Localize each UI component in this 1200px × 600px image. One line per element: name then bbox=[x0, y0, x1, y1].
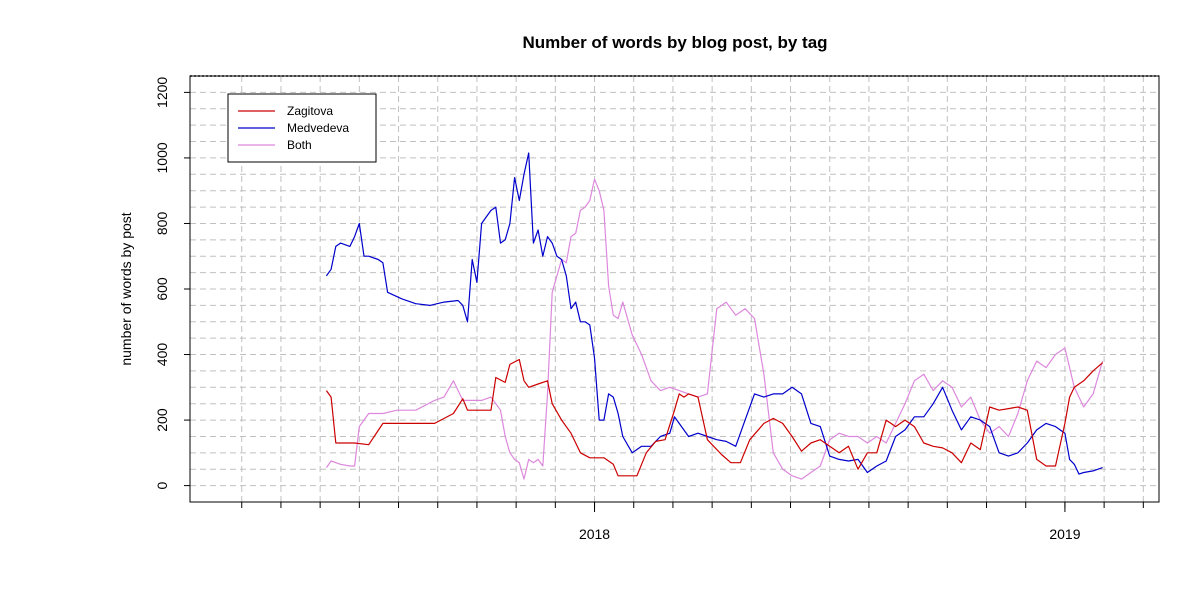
y-tick-label: 600 bbox=[154, 277, 170, 301]
series-line-both bbox=[325, 178, 1104, 480]
y-tick-label: 1200 bbox=[154, 77, 170, 108]
x-tick-label: 2019 bbox=[1049, 526, 1080, 542]
legend-label-both: Both bbox=[287, 138, 312, 152]
y-tick-label: 1000 bbox=[154, 142, 170, 173]
legend-label-zagitova: Zagitova bbox=[287, 104, 333, 118]
y-tick-label: 400 bbox=[154, 343, 170, 367]
legend: Zagitova Medvedeva Both bbox=[227, 93, 377, 163]
y-tick-label: 0 bbox=[154, 482, 170, 490]
y-axis-label: number of words by post bbox=[118, 212, 134, 365]
y-tick-label: 800 bbox=[154, 212, 170, 236]
series-line-zagitova bbox=[325, 358, 1103, 477]
x-tick-label: 2018 bbox=[579, 526, 610, 542]
y-axis: 0 200 400 600 800 1000 1200 bbox=[154, 77, 190, 490]
series-layer bbox=[325, 152, 1104, 480]
series-line-medvedeva bbox=[325, 152, 1103, 475]
legend-label-medvedeva: Medvedeva bbox=[287, 121, 349, 135]
y-tick-label: 200 bbox=[154, 408, 170, 432]
x-axis: 2018 2019 bbox=[241, 502, 1144, 542]
chart-title: Number of words by blog post, by tag bbox=[522, 33, 827, 52]
